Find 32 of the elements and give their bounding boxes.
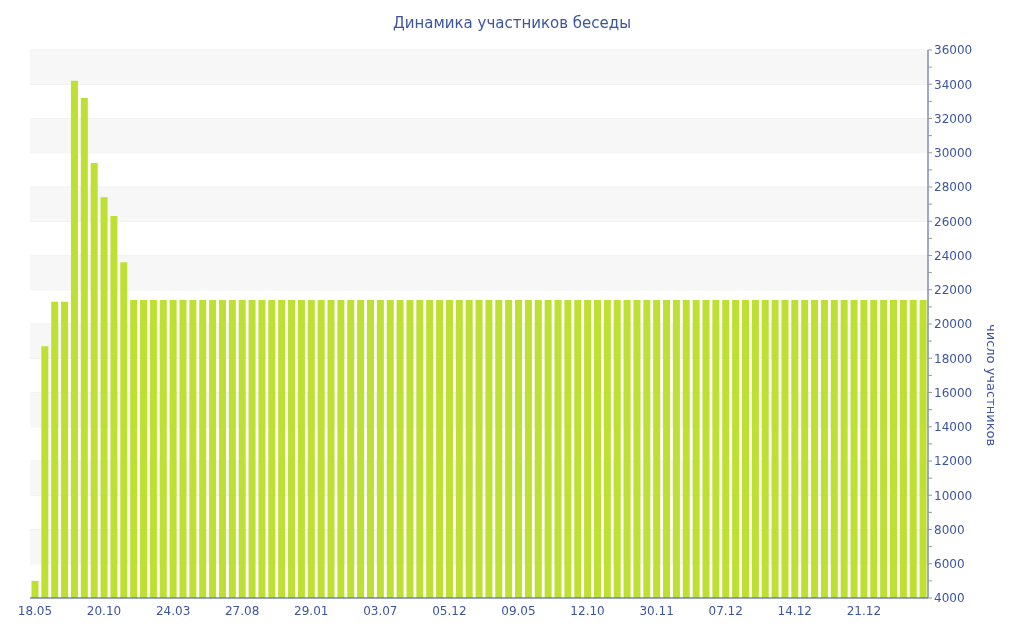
y-axis-title: число участников [984,324,1000,447]
x-tick-label: 09.05 [501,603,536,618]
y-tick-label: 4000 [934,591,965,606]
y-tick-label: 26000 [934,214,973,229]
x-tick-label: 24.03 [155,603,191,618]
x-tick-label: 03.07 [363,603,398,618]
y-tick-label: 30000 [934,146,973,161]
y-tick-label: 10000 [934,488,973,503]
x-tick-label: 30.11 [639,603,674,618]
y-tick-label: 36000 [934,43,973,58]
x-tick-label: 14.12 [777,603,812,618]
y-tick-label: 34000 [934,77,973,92]
y-tick-label: 32000 [934,111,973,126]
x-tick-label: 18.05 [17,603,53,618]
y-tick-label: 18000 [934,351,973,366]
chart-title: Динамика участников беседы [391,13,632,34]
y-tick-label: 20000 [934,317,973,332]
x-tick-label: 27.08 [224,603,260,618]
y-tick-label: 14000 [934,420,973,435]
x-tick-label: 21.12 [846,603,882,618]
x-tick-label: 05.12 [432,603,467,618]
x-tick-label: 29.01 [294,603,329,618]
y-tick-label: 22000 [934,283,973,298]
y-tick-label: 16000 [934,385,973,400]
x-tick-label: 12.10 [570,603,605,618]
y-tick-label: 6000 [934,557,965,572]
y-tick-label: 28000 [934,180,973,195]
x-tick-label: 20.10 [86,603,122,618]
y-tick-label: 8000 [934,522,965,537]
x-tick-label: 07.12 [708,603,743,618]
y-tick-label: 12000 [934,454,973,469]
y-tick-label: 24000 [934,248,973,263]
